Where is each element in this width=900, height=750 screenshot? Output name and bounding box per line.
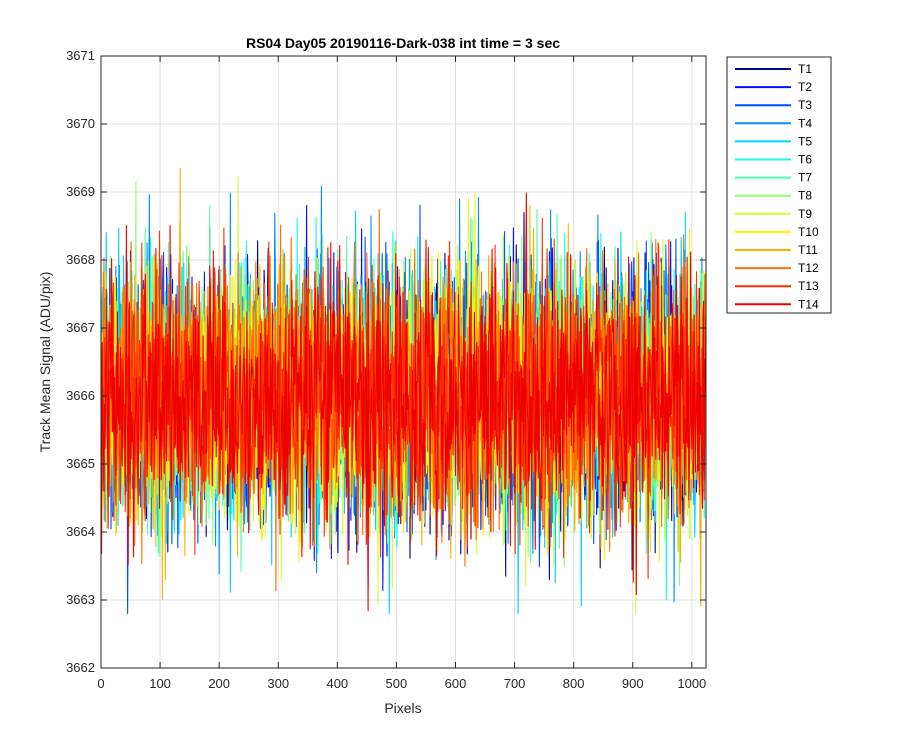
legend-item-t11: T11 — [735, 243, 818, 257]
legend-item-t9: T9 — [735, 207, 812, 221]
y-tick-label: 3664 — [66, 524, 95, 539]
axes-box — [100, 55, 707, 669]
legend-item-t2: T2 — [735, 80, 812, 94]
x-tick-label: 0 — [97, 676, 104, 691]
x-tick-label: 500 — [386, 676, 408, 691]
series-lines — [101, 167, 706, 615]
y-axis-title: Track Mean Signal (ADU/pix) — [37, 272, 53, 453]
legend-label: T12 — [798, 261, 819, 275]
legend-label: T13 — [798, 279, 819, 293]
y-tick-label: 3662 — [66, 660, 95, 675]
legend-label: T10 — [798, 225, 819, 239]
legend-item-t8: T8 — [735, 189, 812, 203]
y-tick-label: 3663 — [66, 592, 95, 607]
x-tick-label: 900 — [622, 676, 644, 691]
legend-box — [726, 56, 832, 314]
chart-title: RS04 Day05 20190116-Dark-038 int time = … — [246, 35, 560, 51]
x-tick-label: 300 — [267, 676, 289, 691]
x-tick-label: 400 — [326, 676, 348, 691]
plot-area — [101, 167, 706, 615]
legend-item-t14: T14 — [735, 297, 819, 311]
legend-label: T4 — [798, 116, 812, 130]
legend-label: T5 — [798, 134, 812, 148]
legend-item-t10: T10 — [735, 225, 819, 239]
legend-item-t7: T7 — [735, 171, 812, 185]
legend-label: T1 — [798, 62, 812, 76]
x-tick-label: 600 — [445, 676, 467, 691]
y-tick-label: 3665 — [66, 456, 95, 471]
legend-label: T8 — [798, 189, 812, 203]
legend: T1 T2 T3 T4 T5 T6 T7 T8 T9 T10 T11 T12 T13 T14 — [726, 56, 832, 314]
x-tick-label: 100 — [149, 676, 171, 691]
x-tick-label: 200 — [208, 676, 230, 691]
legend-label: T7 — [798, 171, 812, 185]
axis-ticks: 0 100 200 300 400 500 600 700 800 900 1000 3662 3663… — [66, 48, 706, 691]
legend-item-t12: T12 — [735, 261, 819, 275]
legend-item-t1: T1 — [735, 62, 812, 76]
legend-label: T9 — [798, 207, 812, 221]
x-tick-label: 800 — [563, 676, 585, 691]
legend-item-t13: T13 — [735, 279, 819, 293]
legend-label: T11 — [798, 243, 818, 257]
y-tick-label: 3669 — [66, 184, 95, 199]
y-tick-label: 3670 — [66, 116, 95, 131]
y-tick-label: 3671 — [66, 48, 95, 63]
x-axis-title: Pixels — [384, 700, 421, 716]
legend-item-t5: T5 — [735, 134, 812, 148]
legend-item-t6: T6 — [735, 153, 812, 167]
x-tick-label: 700 — [504, 676, 526, 691]
legend-label: T3 — [798, 98, 812, 112]
legend-label: T14 — [798, 297, 819, 311]
legend-label: T2 — [798, 80, 812, 94]
y-tick-label: 3668 — [66, 252, 95, 267]
y-tick-label: 3666 — [66, 388, 95, 403]
series-line-t14 — [101, 192, 706, 612]
legend-item-t4: T4 — [735, 116, 812, 130]
legend-label: T6 — [798, 153, 812, 167]
y-tick-label: 3667 — [66, 320, 95, 335]
series-line-t13 — [101, 217, 706, 579]
x-tick-label: 1000 — [677, 676, 706, 691]
legend-item-t3: T3 — [735, 98, 812, 112]
